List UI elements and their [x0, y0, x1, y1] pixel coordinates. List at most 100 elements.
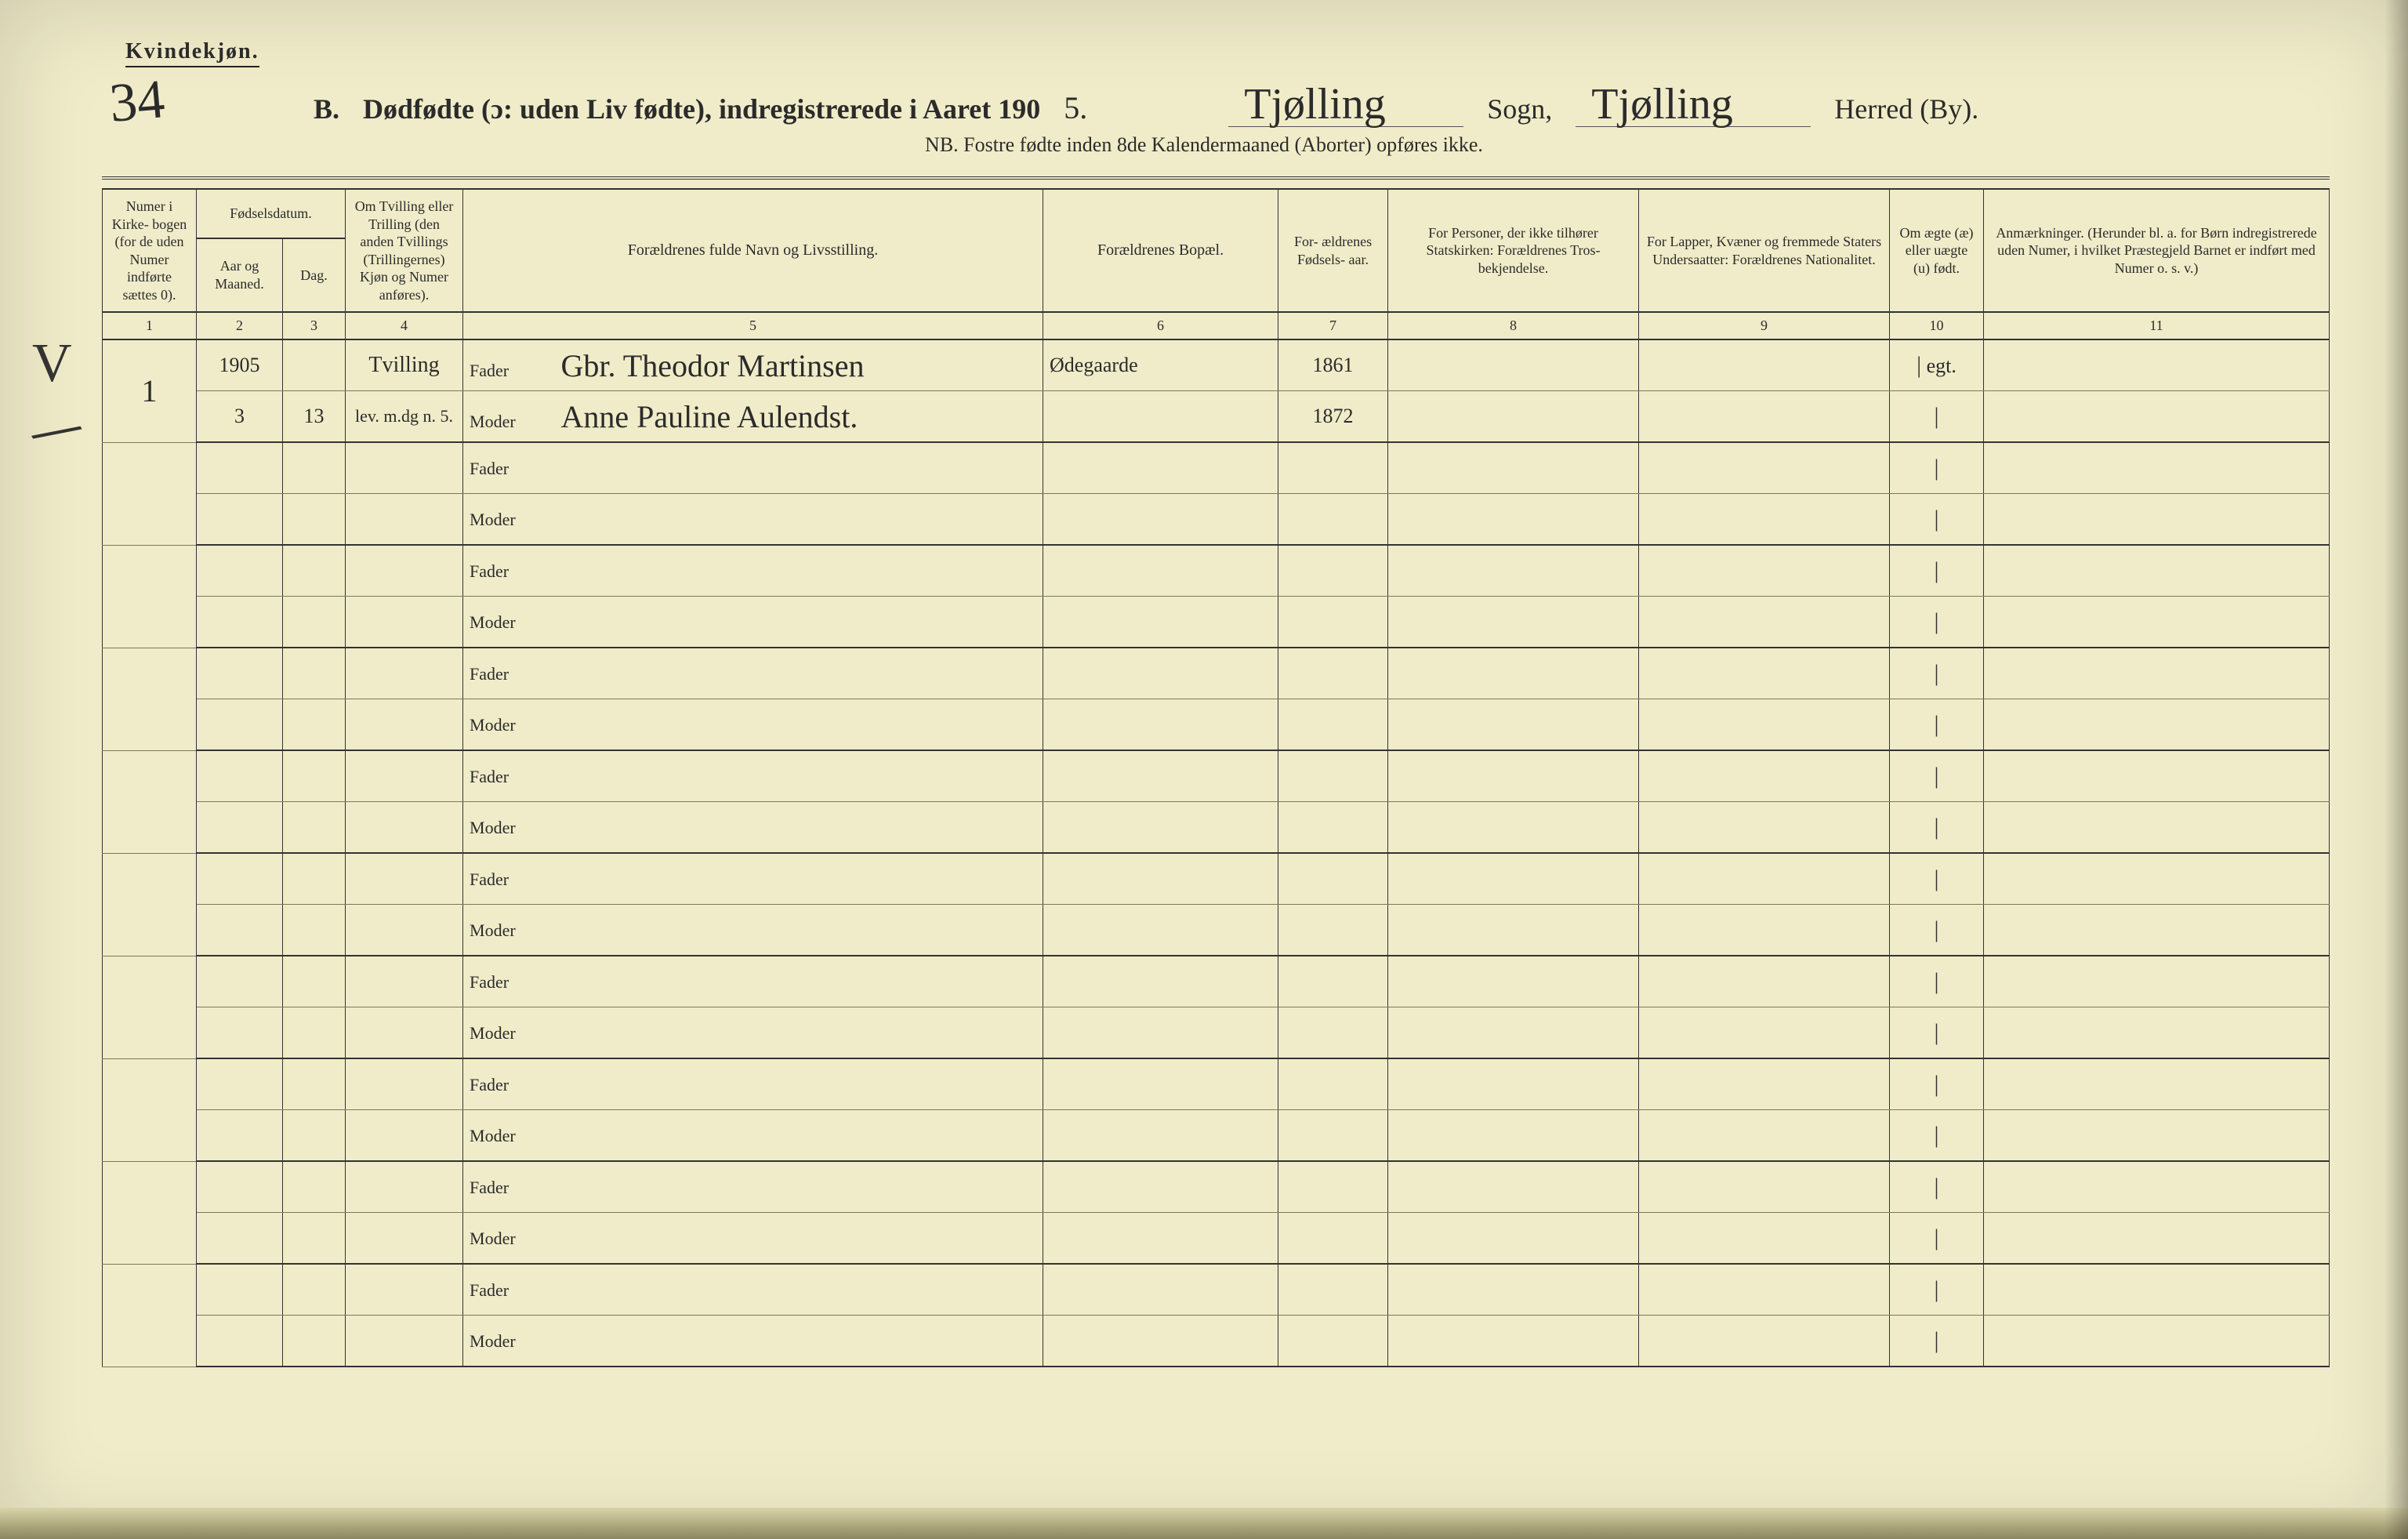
margin-mark-slash: /: [17, 404, 97, 461]
label-moder: Moder: [470, 510, 556, 530]
cell-fader-blank: Fader: [463, 1264, 1043, 1316]
blank-row-moder: Moder|: [103, 802, 2330, 854]
cell-blank: [1388, 956, 1639, 1007]
label-fader: Fader: [470, 1178, 556, 1198]
cell-numer-blank: [103, 1264, 197, 1367]
cell-blank: [1639, 905, 1890, 956]
cell-blank: [283, 956, 346, 1007]
page-number-handwritten: 34: [107, 68, 168, 136]
cell-blank: [197, 905, 283, 956]
entry-row-fader: V 1 1905 Tvilling Fader Gbr. Theodor Mar…: [103, 339, 2330, 391]
moder-navn: Anne Pauline Aulendst.: [561, 399, 858, 434]
cell-numer-blank: [103, 1058, 197, 1161]
cell-blank: [1639, 802, 1890, 854]
cell-blank: [1639, 750, 1890, 802]
label-moder: Moder: [470, 612, 556, 633]
cell-blank: |: [1890, 1110, 1984, 1162]
cell-fader-blank: Fader: [463, 956, 1043, 1007]
cell-blank: [1388, 494, 1639, 546]
colnum: 6: [1043, 312, 1278, 339]
cell-blank: [1043, 1110, 1278, 1162]
cell-blank: [197, 1161, 283, 1213]
cell-aegte: | egt.: [1890, 339, 1984, 391]
cell-blank: [197, 1058, 283, 1110]
cell-blank: [1984, 956, 2330, 1007]
cell-blank: [346, 442, 463, 494]
label-moder: Moder: [470, 1331, 556, 1352]
cell-blank: [197, 1007, 283, 1059]
cell-blank: [1639, 1213, 1890, 1265]
cell-aar-maaned-top: 1905: [197, 339, 283, 391]
cell-blank: [1984, 1058, 2330, 1110]
cell-blank: [1278, 648, 1388, 699]
cell-blank: [1278, 1110, 1388, 1162]
cell-numer-blank: [103, 750, 197, 853]
cell-anm-2: [1984, 391, 2330, 443]
register-page: Kvindekjøn. 34 B. Dødfødte (ɔ: uden Liv …: [0, 0, 2408, 1539]
cell-moder-blank: Moder: [463, 905, 1043, 956]
col-8-header: For Lapper, Kvæner og fremmede Staters U…: [1639, 189, 1890, 312]
cell-blank: [197, 1213, 283, 1265]
cell-blank: [346, 1161, 463, 1213]
cell-blank: [1043, 597, 1278, 648]
cell-numer-blank: [103, 545, 197, 648]
col-4-header: Forældrenes fulde Navn og Livsstilling.: [463, 189, 1043, 312]
label-moder: Moder: [470, 412, 556, 432]
cell-blank: [346, 956, 463, 1007]
cell-blank: [1043, 1213, 1278, 1265]
cell-blank: [1043, 1007, 1278, 1059]
cell-nation-2: [1639, 391, 1890, 443]
subtitle: NB. Fostre fødte inden 8de Kalendermaane…: [0, 133, 2408, 157]
label-fader: Fader: [470, 1075, 556, 1095]
cell-blank: [1639, 956, 1890, 1007]
cell-blank: [1388, 1110, 1639, 1162]
label-fader: Fader: [470, 767, 556, 787]
cell-blank: [346, 1213, 463, 1265]
cell-blank: [197, 802, 283, 854]
title-row: B. Dødfødte (ɔ: uden Liv fødte), indregi…: [314, 82, 2314, 127]
colnum: 3: [283, 312, 346, 339]
cell-blank: [283, 1316, 346, 1367]
cell-blank: [346, 1264, 463, 1316]
cell-blank: [346, 494, 463, 546]
numer-value: 1: [142, 373, 158, 408]
blank-row-moder: Moder|: [103, 905, 2330, 956]
cell-blank: [283, 545, 346, 597]
cell-blank: [1639, 597, 1890, 648]
cell-blank: |: [1890, 853, 1984, 905]
cell-blank: [1278, 597, 1388, 648]
cell-blank: [283, 802, 346, 854]
sogn-label: Sogn,: [1487, 93, 1552, 125]
cell-blank: [1984, 1110, 2330, 1162]
cell-blank: [1639, 1058, 1890, 1110]
cell-blank: [1043, 545, 1278, 597]
cell-blank: [283, 1264, 346, 1316]
label-moder: Moder: [470, 1126, 556, 1146]
colnum: 1: [103, 312, 197, 339]
cell-blank: [1984, 545, 2330, 597]
cell-blank: [1388, 597, 1639, 648]
label-fader: Fader: [470, 972, 556, 993]
cell-nation: [1639, 339, 1890, 391]
cell-blank: [283, 853, 346, 905]
cell-blank: |: [1890, 750, 1984, 802]
cell-blank: [1278, 1161, 1388, 1213]
gender-label: Kvindekjøn.: [125, 39, 259, 67]
cell-moder-blank: Moder: [463, 802, 1043, 854]
cell-anm: [1984, 339, 2330, 391]
cell-blank: [1043, 1161, 1278, 1213]
cell-blank: [1043, 1264, 1278, 1316]
cell-aar-maaned-bot: 3: [197, 391, 283, 443]
cell-fader-blank: Fader: [463, 545, 1043, 597]
cell-blank: [1639, 853, 1890, 905]
col-5-header: Forældrenes Bopæl.: [1043, 189, 1278, 312]
colnum: 8: [1388, 312, 1639, 339]
cell-blank: [1278, 802, 1388, 854]
blank-row-moder: Moder|: [103, 1316, 2330, 1367]
cell-blank: [283, 1058, 346, 1110]
cell-blank: [1388, 699, 1639, 751]
cell-blank: [1984, 494, 2330, 546]
title-prefix: B.: [314, 93, 339, 125]
table-body: V 1 1905 Tvilling Fader Gbr. Theodor Mar…: [103, 339, 2330, 1367]
cell-blank: [1278, 545, 1388, 597]
